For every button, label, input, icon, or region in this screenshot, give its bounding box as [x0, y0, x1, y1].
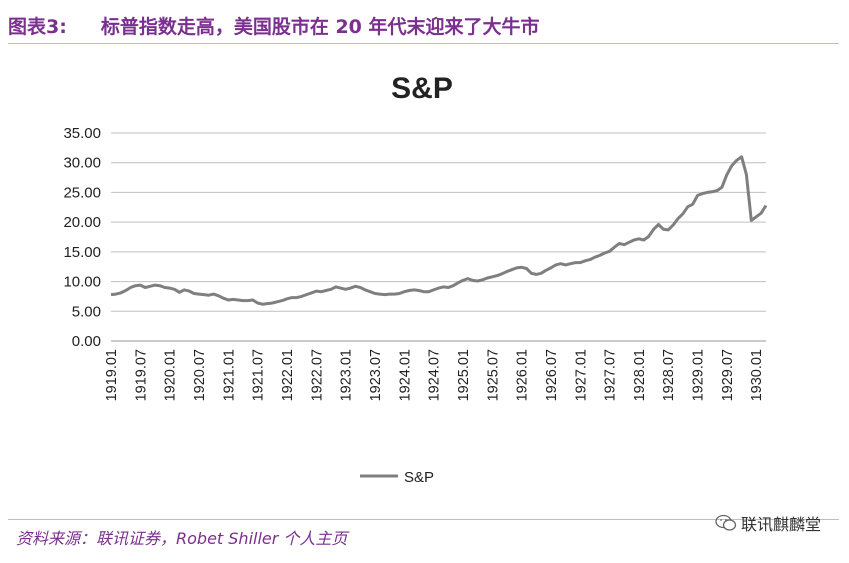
chart-title: S&P: [391, 72, 453, 105]
series-line-sp: [110, 155, 768, 306]
x-tick-label: 1926.01: [515, 349, 531, 401]
x-tick-label: 1921.07: [251, 349, 267, 401]
x-axis-ticks: 1919.01 1919.07 1920.01 1920.07 1921.01 1921.…: [104, 349, 765, 401]
x-tick-label: 1928.07: [661, 349, 677, 401]
x-tick-label: 1923.07: [368, 349, 384, 401]
x-tick-label: 1926.07: [544, 349, 560, 401]
watermark: 联讯麒麟堂: [715, 511, 821, 535]
x-tick-label: 1921.01: [221, 349, 237, 401]
figure-title: 标普指数走高，美国股市在 20 年代末迎来了大牛市: [100, 16, 540, 38]
source-note: 资料来源：联讯证券，Robet Shiller 个人主页: [16, 529, 348, 548]
figure-heading: 图表3: 标普指数走高，美国股市在 20 年代末迎来了大牛市: [8, 12, 540, 39]
y-tick-label: 0.00: [72, 333, 101, 350]
y-tick-label: 30.00: [63, 155, 101, 172]
y-tick-label: 35.00: [63, 125, 101, 142]
y-tick-label: 20.00: [63, 214, 101, 231]
watermark-text: 联讯麒麟堂: [740, 515, 821, 534]
x-tick-label: 1927.01: [573, 349, 589, 401]
x-tick-label: 1930.01: [749, 349, 765, 401]
x-tick-label: 1920.01: [163, 349, 179, 401]
x-tick-label: 1919.07: [133, 349, 149, 401]
x-tick-label: 1924.01: [397, 349, 413, 401]
legend-label: S&P: [404, 469, 434, 486]
x-tick-label: 1923.01: [339, 349, 355, 401]
x-tick-label: 1922.01: [280, 349, 296, 401]
gridlines: [111, 132, 766, 342]
x-tick-label: 1927.07: [603, 349, 619, 401]
y-axis-ticks: 0.00 5.00 10.00 15.00 20.00 25.00 30.00 35.00: [63, 125, 101, 350]
y-tick-label: 5.00: [72, 303, 101, 320]
bottom-rule: [8, 519, 839, 520]
y-tick-label: 10.00: [63, 274, 101, 291]
sp-line-chart: S&P 0.00 5.00 10.00 15.00 20.00 25.00 30.00 35.…: [63, 72, 768, 486]
figure-number: 图表3:: [8, 16, 67, 38]
y-tick-label: 15.00: [63, 244, 101, 261]
x-tick-label: 1924.07: [427, 349, 443, 401]
x-tick-label: 1922.07: [309, 349, 325, 401]
x-tick-label: 1920.07: [192, 349, 208, 401]
top-rule: [8, 43, 839, 44]
y-tick-label: 25.00: [63, 184, 101, 201]
x-tick-label: 1925.07: [485, 349, 501, 401]
x-tick-label: 1928.01: [632, 349, 648, 401]
x-tick-label: 1929.01: [691, 349, 707, 401]
x-tick-label: 1929.07: [720, 349, 736, 401]
wechat-icon: [715, 514, 737, 531]
x-tick-label: 1919.01: [104, 349, 120, 401]
legend: S&P: [360, 469, 434, 486]
x-tick-label: 1925.01: [456, 349, 472, 401]
